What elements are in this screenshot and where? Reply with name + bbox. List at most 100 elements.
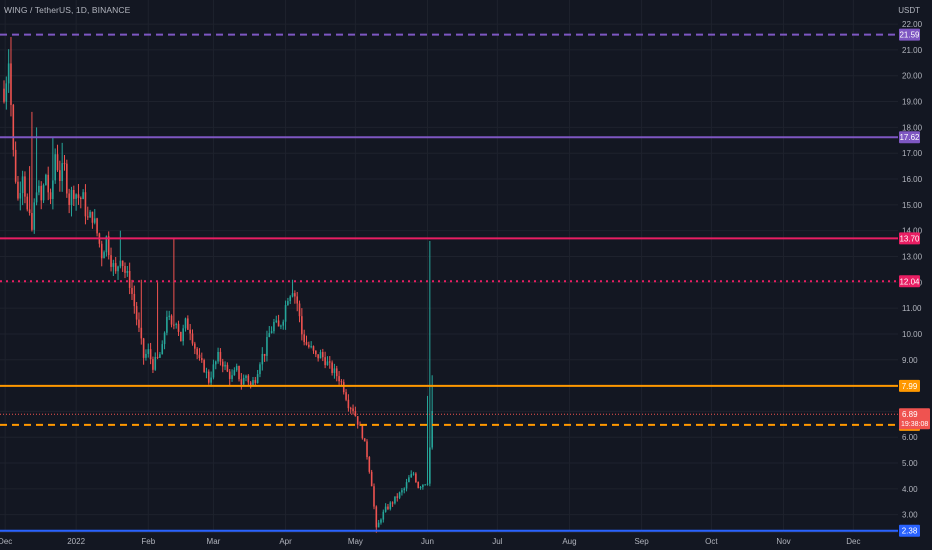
candle	[331, 360, 333, 376]
candle-body	[354, 411, 357, 417]
candle	[138, 312, 140, 333]
candle	[140, 279, 143, 345]
candle-body	[45, 174, 47, 186]
candle	[419, 485, 422, 490]
y-tick-label: 4.00	[902, 485, 918, 494]
candle-body	[3, 88, 5, 102]
candle	[289, 295, 292, 305]
candle	[422, 484, 424, 490]
candle-body	[417, 481, 420, 488]
candle	[149, 342, 152, 365]
candle	[287, 297, 289, 306]
level-tag	[899, 28, 920, 41]
candle-body	[319, 352, 322, 359]
candle-body	[387, 506, 389, 509]
candle	[70, 186, 73, 217]
candle	[284, 300, 287, 330]
candle	[429, 240, 431, 487]
candle-body	[424, 484, 426, 486]
candle-body	[356, 416, 359, 425]
candle	[217, 347, 219, 364]
candle-body	[31, 212, 33, 230]
candle	[256, 369, 259, 384]
candle	[63, 154, 66, 171]
candle	[356, 416, 359, 429]
candle	[410, 470, 413, 478]
x-tick-label: Mar	[207, 537, 221, 546]
candle	[375, 505, 378, 533]
candle-body	[226, 364, 229, 372]
candle-body	[384, 506, 387, 512]
candle-body	[194, 343, 196, 349]
candle	[135, 302, 138, 326]
candle-body	[266, 337, 268, 356]
candle	[389, 501, 392, 511]
candle-body	[412, 473, 415, 475]
candle-body	[268, 333, 271, 338]
candle-body	[219, 351, 222, 362]
candle	[182, 324, 184, 346]
candle	[312, 345, 315, 354]
candle	[212, 359, 215, 380]
candle	[352, 404, 354, 415]
candle	[219, 348, 222, 366]
candle-body	[382, 511, 385, 520]
candle	[200, 352, 203, 363]
candle-body	[49, 192, 52, 200]
candle-body	[263, 353, 266, 356]
candle	[270, 326, 273, 334]
candle	[396, 493, 399, 502]
candle-body	[170, 315, 173, 325]
candle-body	[256, 374, 259, 383]
level-label: 12.04	[899, 277, 920, 286]
candle-body	[419, 487, 422, 489]
y-tick-label: 3.00	[902, 511, 918, 520]
candle	[315, 350, 317, 358]
candle	[291, 279, 294, 298]
x-tick-label: May	[348, 537, 363, 546]
candle-body	[110, 255, 112, 267]
candle	[177, 320, 180, 336]
candle	[354, 406, 357, 417]
level-label: 2.38	[902, 527, 918, 536]
candle	[82, 189, 84, 200]
candle	[3, 80, 5, 104]
candle-body	[131, 287, 133, 294]
candle-body	[310, 346, 312, 348]
candle-body	[308, 344, 310, 347]
level-label: 17.62	[899, 133, 920, 142]
x-tick-label: Aug	[562, 537, 576, 546]
candle-body	[326, 361, 329, 366]
candle	[391, 501, 394, 507]
candle-body	[301, 316, 303, 335]
candle-body	[321, 352, 324, 358]
candle	[238, 365, 240, 382]
candle	[319, 349, 322, 359]
candle	[7, 49, 10, 93]
candle-body	[277, 320, 280, 327]
candle-body	[235, 365, 238, 371]
countdown-label: 19:38:08	[901, 421, 928, 428]
candle-body	[19, 192, 22, 199]
candle-body	[363, 438, 366, 442]
candle	[114, 256, 117, 274]
candle	[361, 424, 364, 440]
y-tick-label: 13.00	[902, 252, 923, 261]
candle	[210, 371, 212, 387]
candle-body	[238, 365, 240, 380]
level-label: 13.70	[899, 234, 920, 243]
y-tick-label: 20.00	[902, 72, 923, 81]
candle	[196, 347, 198, 360]
candle-body	[380, 519, 382, 523]
candle	[112, 259, 115, 277]
candle	[324, 351, 326, 369]
candle-body	[284, 305, 287, 322]
candle-body	[214, 361, 217, 365]
candle-body	[396, 496, 399, 498]
candle-body	[403, 488, 406, 491]
candle	[89, 209, 91, 218]
candle	[33, 198, 36, 234]
candle-body	[138, 319, 140, 328]
